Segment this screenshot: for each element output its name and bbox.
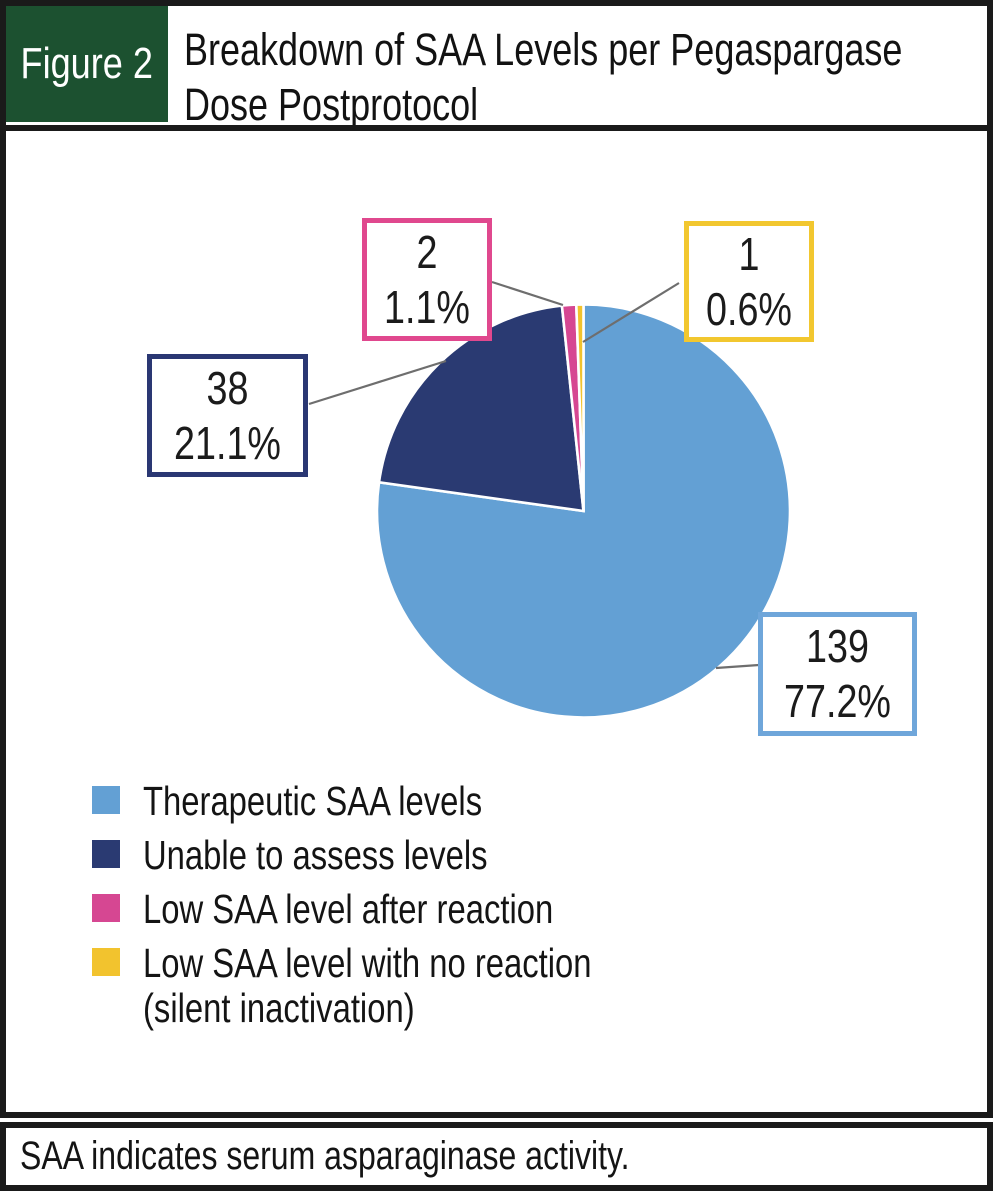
legend-swatch-low-no-reaction — [92, 948, 120, 976]
footnote-text: SAA indicates serum asparaginase activit… — [20, 1134, 630, 1178]
callout-count: 2 — [416, 225, 438, 278]
footnote-box: SAA indicates serum asparaginase activit… — [0, 1122, 993, 1191]
legend-label: Unable to assess levels — [143, 832, 488, 878]
figure-label-box: Figure 2 — [6, 6, 168, 122]
header-divider-rule — [6, 125, 987, 131]
legend-label: Low SAA level after reaction — [143, 886, 554, 932]
legend-label-line-1: Low SAA level with no reaction — [143, 940, 592, 986]
figure-title-line-1: Breakdown of SAA Levels per Pegaspargase — [184, 24, 903, 75]
legend-label-line-2: (silent inactivation) — [143, 985, 415, 1031]
callout-therapeutic-levels: 139 77.2% — [758, 612, 917, 736]
figure-label: Figure 2 — [20, 39, 154, 88]
callout-count: 139 — [806, 620, 869, 672]
callout-percent: 1.1% — [384, 280, 470, 333]
legend-label: Therapeutic SAA levels — [143, 778, 483, 824]
figure-title-line-2: Dose Postprotocol — [184, 79, 479, 130]
legend-swatch-low-after-reaction — [92, 894, 120, 922]
legend-swatch-therapeutic — [92, 786, 120, 814]
callout-count: 38 — [206, 361, 249, 414]
callout-low-saa-no-reaction: 1 0.6% — [684, 221, 814, 342]
callout-percent: 0.6% — [706, 282, 792, 335]
callout-percent: 77.2% — [784, 675, 891, 727]
figure-title: Breakdown of SAA Levels per Pegaspargase… — [184, 22, 984, 132]
callout-count: 1 — [738, 227, 760, 280]
callout-unable-to-assess: 38 21.1% — [147, 354, 308, 477]
callout-low-saa-after-reaction: 2 1.1% — [362, 218, 492, 341]
callout-percent: 21.1% — [174, 416, 281, 469]
legend-swatch-unable-to-assess — [92, 840, 120, 868]
